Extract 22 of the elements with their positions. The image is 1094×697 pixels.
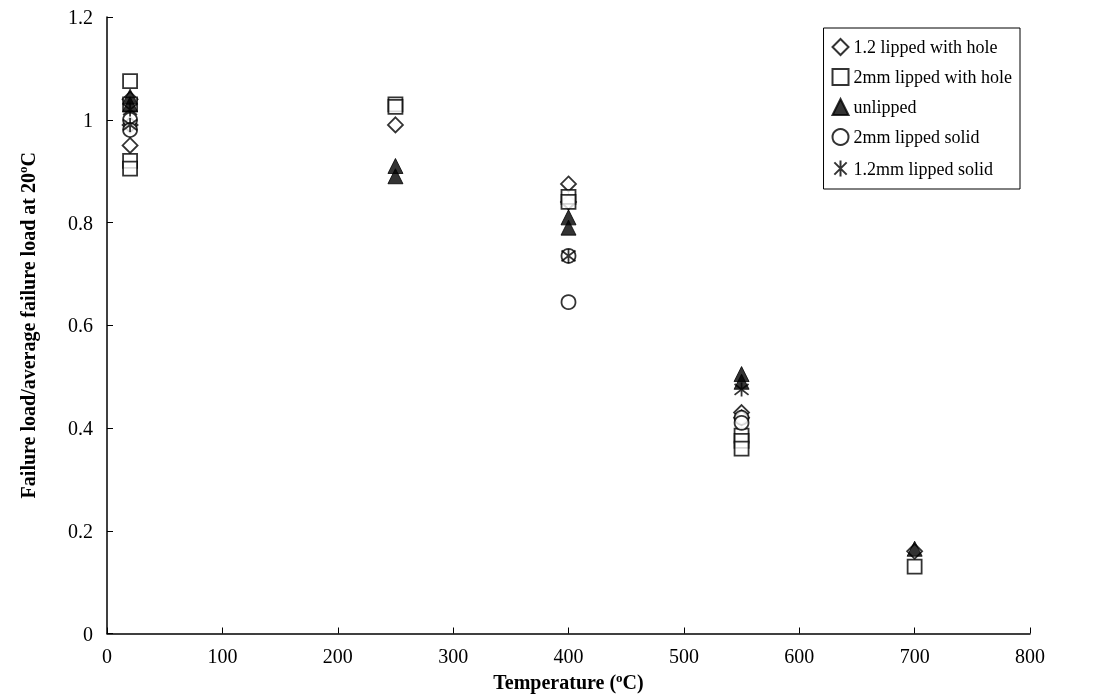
x-tick-label: 400 bbox=[553, 644, 584, 667]
legend-label: 2mm lipped solid bbox=[853, 127, 980, 147]
y-tick-label: 0.6 bbox=[68, 314, 93, 337]
x-tick-label: 600 bbox=[784, 644, 815, 667]
y-tick-label: 0.8 bbox=[68, 211, 93, 234]
x-tick-label: 0 bbox=[102, 644, 112, 667]
x-tick-label: 700 bbox=[899, 644, 930, 667]
y-tick-label: 0 bbox=[83, 622, 93, 645]
legend-label: unlipped bbox=[853, 97, 917, 117]
x-tick-label: 300 bbox=[438, 644, 469, 667]
legend-label: 1.2mm lipped solid bbox=[853, 158, 994, 179]
legend-label: 1.2 lipped with hole bbox=[853, 37, 998, 57]
x-tick-label: 100 bbox=[207, 644, 238, 667]
y-tick-label: 0.2 bbox=[68, 519, 93, 542]
x-tick-label: 200 bbox=[322, 644, 353, 667]
x-tick-label: 500 bbox=[668, 644, 699, 667]
x-tick-label: 800 bbox=[1015, 644, 1045, 667]
y-tick-label: 1 bbox=[83, 108, 93, 131]
y-axis-title: Failure load/average failure load at 20oC bbox=[15, 152, 40, 499]
y-tick-label: 1.2 bbox=[68, 6, 93, 28]
y-tick-label: 0.4 bbox=[68, 417, 93, 439]
legend-label: 2mm lipped with hole bbox=[853, 67, 1013, 87]
